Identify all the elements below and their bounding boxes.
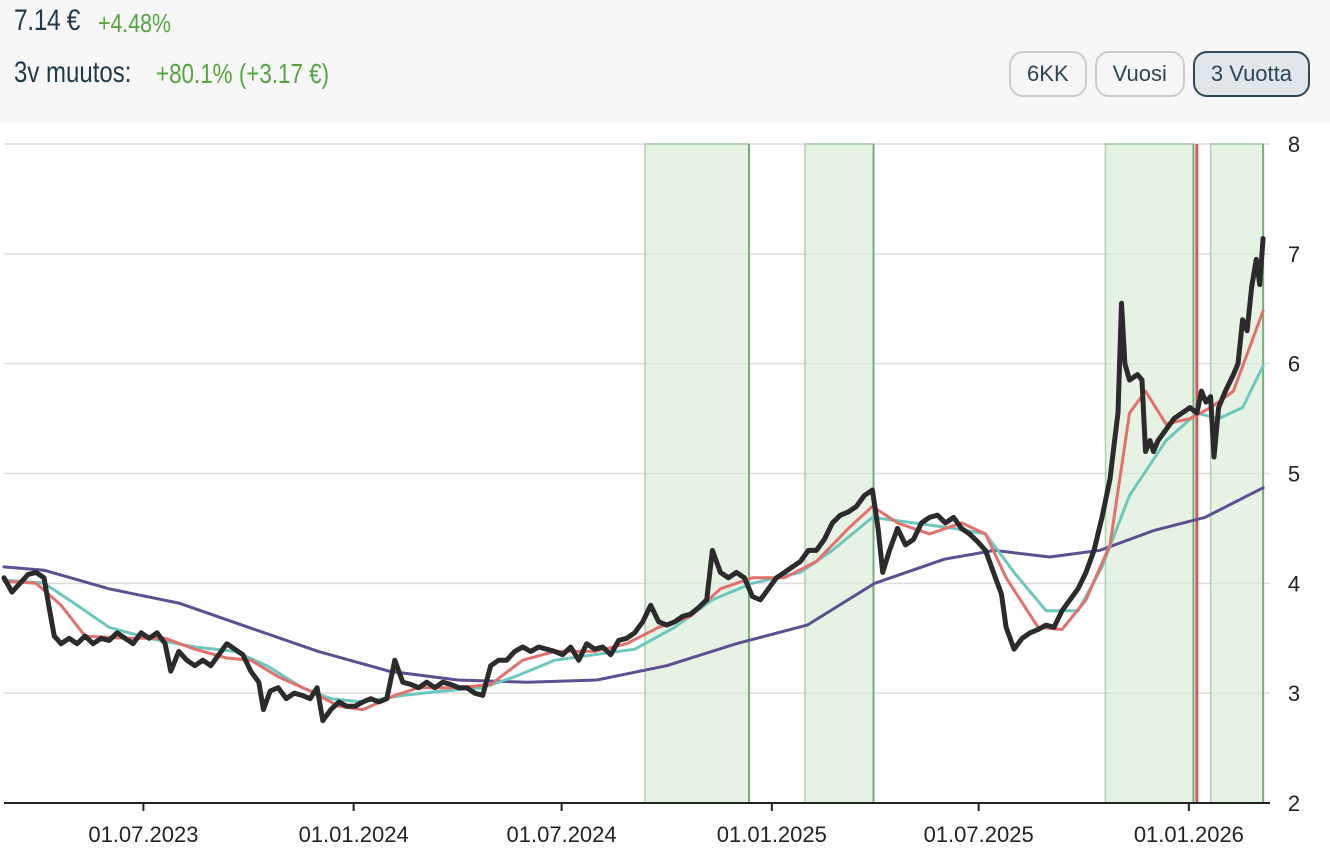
x-tick-label-2: 01.01.2024 [299,822,409,847]
highlight-zone-3 [1104,143,1195,804]
y-tick-label-3: 3 [1288,681,1300,706]
highlight-zone-1 [644,143,750,804]
x-tick-label-4: 01.01.2025 [717,822,827,847]
y-tick-label-4: 4 [1288,571,1300,596]
x-tick-label-1: 01.07.2023 [88,822,198,847]
y-tick-label-7: 7 [1288,242,1300,267]
series-line-price [1,236,1266,724]
range-button-vuosi[interactable]: Vuosi [1094,51,1185,97]
price-row: 7.14 € +4.48% [14,4,171,38]
y-tick-label-8: 8 [1288,132,1300,157]
highlight-zone-4 [1209,143,1264,804]
period-change-label: 3v muutos: [14,56,132,89]
y-tick-label-2: 2 [1288,791,1300,816]
daily-change-percent: +4.48% [98,8,171,38]
period-change-row: 3v muutos: +80.1% (+3.17 €) [14,56,329,90]
y-tick-label-5: 5 [1288,462,1300,487]
series-line-ma-long [2,486,1265,684]
stock-header: 7.14 € +4.48% 3v muutos: +80.1% (+3.17 €… [0,0,1330,123]
y-tick-label-6: 6 [1288,352,1300,377]
price-chart: 01.07.2023 01.01.2024 01.07.2024 01.01.2025… [1,132,1300,847]
x-tick-label-3: 01.07.2024 [507,822,617,847]
range-button-3-vuotta[interactable]: 3 Vuotta [1192,51,1310,97]
series-line-ma-mid [2,364,1265,704]
range-button-6kk[interactable]: 6KK [1009,51,1087,97]
period-change-value: +80.1% (+3.17 €) [156,58,330,89]
current-price: 7.14 € [14,4,80,37]
range-selector: 6KK Vuosi 3 Vuotta [1009,51,1310,97]
x-tick-label-5: 01.07.2025 [924,822,1034,847]
highlight-zone-2 [804,143,875,804]
x-tick-label-6: 01.01.2026 [1134,822,1244,847]
